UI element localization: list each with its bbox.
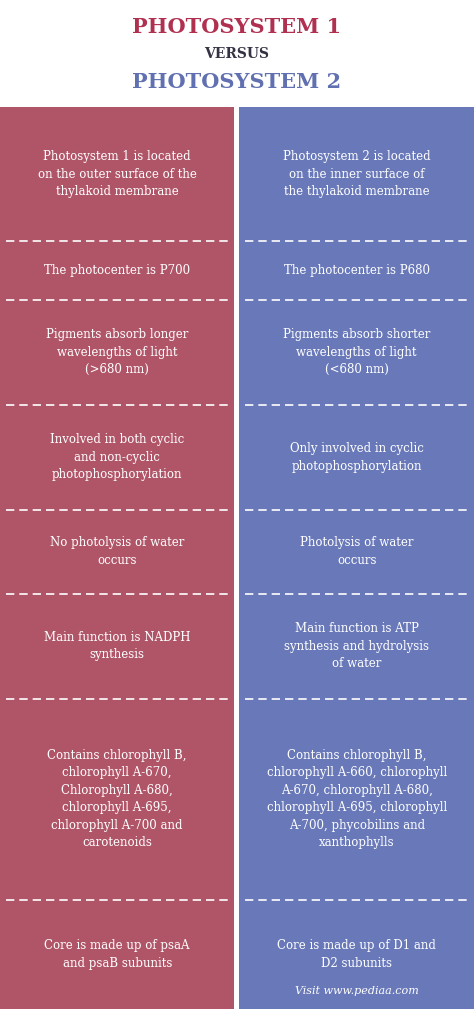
Bar [0,300,235,405]
Bar [239,593,474,698]
Text: Core is made up of psaA
and psaB subunits: Core is made up of psaA and psaB subunit… [45,939,190,970]
Text: Main function is NADPH
synthesis: Main function is NADPH synthesis [44,631,191,661]
Bar [239,241,474,300]
Bar [239,405,474,510]
Text: PHOTOSYSTEM 1: PHOTOSYSTEM 1 [132,17,342,37]
Text: Photolysis of water
occurs: Photolysis of water occurs [300,537,413,567]
Text: VERSUS: VERSUS [204,47,270,61]
Bar [235,698,239,900]
Text: Contains chlorophyll B,
chlorophyll A-670,
Chlorophyll A-680,
chlorophyll A-695,: Contains chlorophyll B, chlorophyll A-67… [47,749,187,850]
Text: Pigments absorb shorter
wavelengths of light
(<680 nm): Pigments absorb shorter wavelengths of l… [283,328,430,376]
Text: Involved in both cyclic
and non-cyclic
photophosphorylation: Involved in both cyclic and non-cyclic p… [50,433,184,481]
Bar [0,900,235,1009]
Bar [235,241,239,300]
Text: Contains chlorophyll B,
chlorophyll A-660, chlorophyll
A-670, chlorophyll A-680,: Contains chlorophyll B, chlorophyll A-66… [266,749,447,850]
Bar [235,510,239,593]
Bar [0,698,235,900]
Bar [235,900,239,1009]
Text: No photolysis of water
occurs: No photolysis of water occurs [50,537,184,567]
Bar [239,900,474,1009]
Bar [239,300,474,405]
Text: Photosystem 2 is located
on the inner surface of
the thylakoid membrane: Photosystem 2 is located on the inner su… [283,150,430,198]
Text: Core is made up of D1 and
D2 subunits: Core is made up of D1 and D2 subunits [277,939,436,970]
Bar [0,405,235,510]
Bar [239,698,474,900]
Bar [235,300,239,405]
Bar [235,593,239,698]
Text: Only involved in cyclic
photophosphorylation: Only involved in cyclic photophosphoryla… [290,442,424,472]
Text: Pigments absorb longer
wavelengths of light
(>680 nm): Pigments absorb longer wavelengths of li… [46,328,189,376]
Text: Visit www.pediaa.com: Visit www.pediaa.com [295,986,419,996]
Bar [0,241,235,300]
Text: PHOTOSYSTEM 2: PHOTOSYSTEM 2 [132,72,342,92]
Bar [0,107,235,241]
Bar [235,405,239,510]
Text: Main function is ATP
synthesis and hydrolysis
of water: Main function is ATP synthesis and hydro… [284,623,429,670]
Text: The photocenter is P700: The photocenter is P700 [44,264,191,277]
Bar [0,593,235,698]
Bar [239,510,474,593]
Bar [239,107,474,241]
Bar [235,107,239,241]
Bar [0,510,235,593]
Text: The photocenter is P680: The photocenter is P680 [284,264,430,277]
Text: Photosystem 1 is located
on the outer surface of the
thylakoid membrane: Photosystem 1 is located on the outer su… [38,150,197,198]
